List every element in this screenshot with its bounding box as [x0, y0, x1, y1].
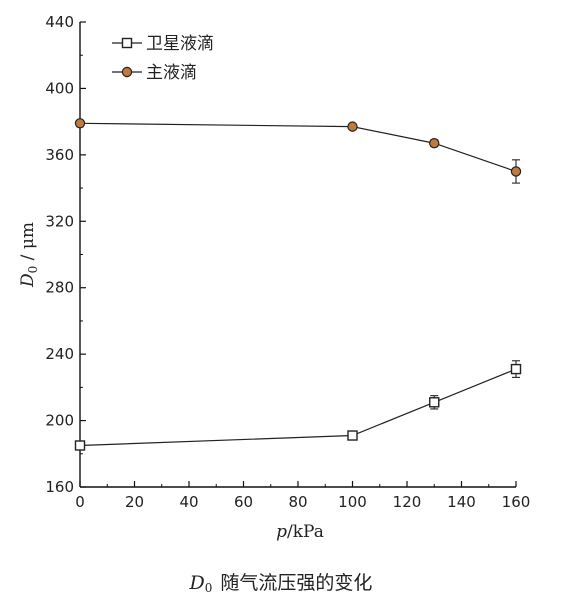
x-tick-label: 0	[75, 493, 85, 511]
chart: 0 20 40 60 80 100 120 140 160 160 200 240 280 320 360 4…	[18, 13, 530, 542]
x-tick-label: 160	[502, 493, 531, 511]
data-point	[510, 166, 522, 177]
x-axis-label-variable: p	[276, 522, 287, 542]
caption-variable: D	[189, 572, 205, 594]
y-axis-label-variable: D	[18, 273, 38, 288]
data-point	[347, 430, 358, 441]
y-tick-label: 440	[45, 13, 74, 31]
y-tick-label: 400	[45, 79, 74, 97]
data-point	[429, 397, 440, 408]
x-tick-label: 20	[125, 493, 144, 511]
data-point	[74, 440, 86, 451]
legend-label: 卫星液滴	[146, 34, 214, 54]
x-tick-label: 40	[179, 493, 198, 511]
data-point	[347, 121, 358, 132]
data-point	[429, 138, 440, 149]
y-axis-label-subscript: 0	[26, 266, 40, 274]
y-tick-label: 320	[45, 212, 74, 230]
y-tick-label: 280	[45, 279, 74, 297]
y-tick-label: 240	[45, 345, 74, 363]
series-line	[79, 122, 517, 173]
y-tick-label: 200	[45, 412, 74, 430]
legend-label: 主液滴	[146, 63, 197, 83]
legend-item-1: 卫星液滴	[112, 34, 214, 54]
series-1	[74, 360, 522, 451]
x-tick-label: 60	[234, 493, 253, 511]
y-tick-label: 160	[45, 478, 74, 496]
axes: 0 20 40 60 80 100 120 140 160 160 200 240 280 320 360 4…	[18, 13, 530, 542]
x-tick-label: 100	[338, 493, 367, 511]
series-layer	[74, 118, 522, 451]
data-point	[510, 363, 522, 375]
legend-marker	[121, 37, 133, 49]
figure-caption: D0 随气流压强的变化	[0, 568, 562, 595]
x-axis-label: p/kPa	[276, 522, 324, 542]
x-tick-label: 80	[288, 493, 307, 511]
x-tick-label: 120	[393, 493, 422, 511]
series-line	[79, 368, 517, 447]
caption-subscript: 0	[204, 581, 213, 595]
y-tick-label: 360	[45, 146, 74, 164]
legend-item-2: 主液滴	[112, 63, 197, 83]
y-axis-label-unit: / μm	[18, 222, 38, 266]
y-axis-label: D0 / μm	[18, 222, 40, 288]
x-axis-label-unit: /kPa	[287, 522, 324, 542]
legend-marker	[121, 66, 133, 78]
data-point	[74, 118, 86, 129]
x-tick-label: 140	[447, 493, 476, 511]
series-2	[74, 118, 522, 184]
caption-text: 随气流压强的变化	[220, 572, 373, 594]
